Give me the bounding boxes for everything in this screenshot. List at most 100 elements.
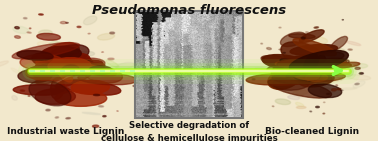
Ellipse shape [341, 90, 343, 91]
Ellipse shape [27, 32, 31, 33]
Ellipse shape [43, 60, 93, 73]
Ellipse shape [82, 112, 101, 115]
Ellipse shape [55, 72, 92, 88]
Ellipse shape [37, 33, 60, 40]
Ellipse shape [54, 42, 67, 49]
Ellipse shape [108, 58, 114, 60]
Ellipse shape [285, 61, 338, 67]
Ellipse shape [323, 79, 344, 83]
Ellipse shape [311, 37, 328, 44]
Bar [135, 11, 243, 118]
Ellipse shape [333, 88, 357, 90]
Ellipse shape [41, 46, 81, 61]
Ellipse shape [277, 58, 315, 71]
Ellipse shape [26, 65, 68, 81]
Ellipse shape [32, 89, 45, 92]
Ellipse shape [23, 17, 27, 19]
Ellipse shape [293, 39, 336, 56]
Ellipse shape [98, 33, 115, 40]
Ellipse shape [359, 73, 363, 74]
Ellipse shape [70, 54, 90, 66]
Text: Industrial waste Lignin: Industrial waste Lignin [8, 127, 125, 136]
Ellipse shape [330, 36, 347, 50]
Ellipse shape [51, 54, 94, 75]
Ellipse shape [347, 75, 371, 80]
Ellipse shape [338, 48, 345, 52]
Ellipse shape [316, 106, 319, 108]
Ellipse shape [60, 63, 81, 69]
Ellipse shape [44, 60, 103, 75]
Ellipse shape [327, 93, 330, 94]
Ellipse shape [269, 84, 282, 88]
Ellipse shape [286, 59, 325, 77]
Ellipse shape [103, 116, 106, 117]
Ellipse shape [307, 58, 347, 70]
Ellipse shape [93, 125, 99, 127]
Ellipse shape [36, 72, 67, 84]
Ellipse shape [266, 48, 271, 50]
Ellipse shape [301, 66, 320, 73]
Ellipse shape [297, 63, 327, 73]
Ellipse shape [306, 32, 308, 33]
Ellipse shape [346, 41, 361, 46]
Ellipse shape [268, 69, 300, 89]
Ellipse shape [323, 113, 325, 114]
Ellipse shape [299, 30, 324, 43]
Ellipse shape [288, 96, 300, 100]
Ellipse shape [13, 85, 70, 95]
Ellipse shape [88, 33, 90, 34]
Text: Selective degradation of
cellulose & hemicellulose impurities: Selective degradation of cellulose & hem… [101, 121, 277, 141]
Ellipse shape [299, 73, 334, 87]
Ellipse shape [279, 49, 282, 50]
Ellipse shape [319, 88, 335, 94]
Ellipse shape [44, 59, 87, 76]
Ellipse shape [11, 68, 22, 75]
Ellipse shape [336, 62, 360, 68]
Ellipse shape [49, 41, 63, 48]
Ellipse shape [60, 21, 66, 24]
Ellipse shape [299, 59, 349, 74]
Ellipse shape [294, 67, 338, 74]
Ellipse shape [280, 32, 306, 47]
Ellipse shape [55, 90, 107, 106]
Ellipse shape [267, 56, 314, 71]
Ellipse shape [337, 88, 341, 90]
Text: Pseudomonas fluorescens: Pseudomonas fluorescens [92, 4, 286, 17]
Ellipse shape [288, 60, 330, 72]
Ellipse shape [275, 99, 291, 105]
Ellipse shape [279, 27, 281, 28]
Ellipse shape [324, 102, 325, 103]
Ellipse shape [304, 54, 318, 71]
Ellipse shape [290, 50, 349, 72]
Ellipse shape [29, 80, 71, 106]
Ellipse shape [39, 92, 53, 98]
Ellipse shape [310, 111, 311, 112]
Ellipse shape [314, 27, 318, 28]
Ellipse shape [94, 94, 99, 96]
Ellipse shape [32, 53, 95, 76]
Ellipse shape [54, 61, 116, 76]
Ellipse shape [84, 16, 97, 25]
Ellipse shape [283, 52, 285, 53]
Ellipse shape [62, 65, 79, 75]
Ellipse shape [55, 117, 59, 118]
Ellipse shape [262, 57, 264, 58]
Ellipse shape [49, 85, 70, 93]
Ellipse shape [78, 73, 137, 85]
Ellipse shape [50, 61, 82, 72]
Ellipse shape [24, 94, 45, 100]
Ellipse shape [312, 66, 334, 73]
Ellipse shape [284, 64, 319, 80]
Ellipse shape [289, 34, 315, 39]
Ellipse shape [89, 66, 112, 74]
Ellipse shape [0, 61, 9, 67]
Ellipse shape [261, 43, 262, 44]
Ellipse shape [12, 43, 80, 59]
Ellipse shape [48, 58, 91, 74]
Ellipse shape [281, 73, 345, 83]
Ellipse shape [348, 49, 352, 50]
Ellipse shape [255, 68, 269, 72]
Ellipse shape [296, 93, 304, 98]
Ellipse shape [39, 14, 43, 15]
Ellipse shape [79, 51, 94, 56]
